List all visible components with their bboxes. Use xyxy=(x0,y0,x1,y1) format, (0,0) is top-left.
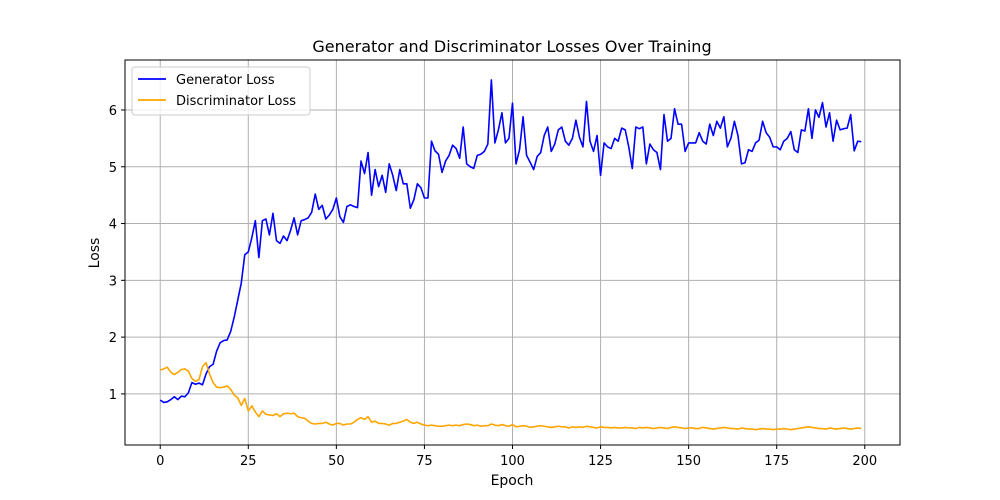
plot-series xyxy=(159,79,862,431)
discriminator-loss-line xyxy=(159,361,862,431)
y-tick-label: 2 xyxy=(109,331,117,346)
legend-box xyxy=(131,66,311,116)
x-axis-label: Epoch xyxy=(491,473,534,489)
x-tick-label: 100 xyxy=(500,454,525,469)
x-tick-label: 200 xyxy=(852,454,877,469)
discriminator-loss-legend-label: Discriminator Loss xyxy=(176,94,296,109)
x-tick-label: 150 xyxy=(676,454,701,469)
x-tick-label: 50 xyxy=(328,454,345,469)
legend: Generator Loss Discriminator Loss xyxy=(131,66,311,116)
y-axis-label: Loss xyxy=(87,238,103,269)
x-tick-label: 175 xyxy=(764,454,789,469)
y-tick-label: 5 xyxy=(109,161,117,176)
x-tick-label: 75 xyxy=(416,454,433,469)
y-tick-label: 3 xyxy=(109,274,117,289)
x-tick-label: 125 xyxy=(588,454,613,469)
y-tick-label: 4 xyxy=(109,218,117,233)
y-tick-label: 1 xyxy=(109,388,117,403)
y-tick-label: 6 xyxy=(109,104,117,119)
x-tick-label: 0 xyxy=(156,454,164,469)
generator-loss-legend-label: Generator Loss xyxy=(176,73,275,88)
axis-ticks: 0 25 50 75 100 125 150 175 200 1 2 3 4 5 6 xyxy=(109,104,877,469)
x-tick-label: 25 xyxy=(240,454,257,469)
generator-loss-line xyxy=(159,79,862,404)
chart-title: Generator and Discriminator Losses Over … xyxy=(312,37,711,56)
